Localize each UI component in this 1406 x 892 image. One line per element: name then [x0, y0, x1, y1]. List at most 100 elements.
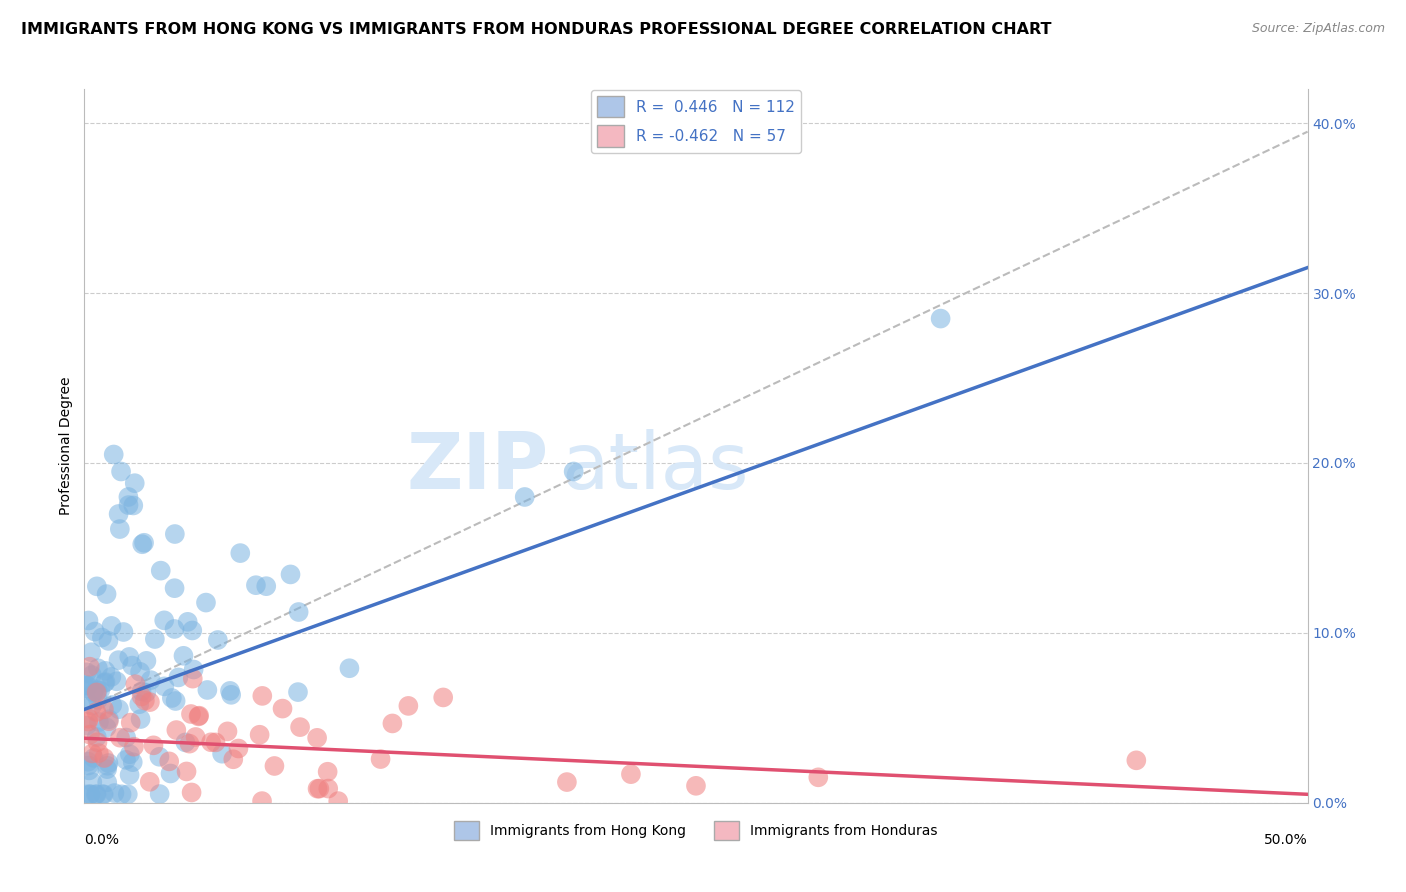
Point [149, 564, 172, 578]
Point [139, 695, 162, 709]
Point [288, 720, 311, 734]
Point [118, 768, 141, 782]
Point [124, 476, 146, 491]
Point [76, 694, 98, 708]
Point [122, 739, 145, 754]
Point [110, 465, 132, 479]
Text: atlas: atlas [561, 429, 749, 506]
Point [89, 683, 111, 698]
Point [807, 770, 830, 784]
Point [122, 499, 145, 513]
Point [118, 747, 141, 762]
Point [101, 698, 124, 712]
Legend: Immigrants from Hong Kong, Immigrants from Honduras: Immigrants from Hong Kong, Immigrants fr… [449, 815, 943, 846]
Point [105, 674, 128, 689]
Point [82, 775, 104, 789]
Point [316, 781, 339, 796]
Point [135, 654, 157, 668]
Point [77, 764, 100, 778]
Point [254, 579, 277, 593]
Point [157, 755, 180, 769]
Point [93, 676, 115, 690]
Point [77, 614, 100, 628]
Point [110, 787, 132, 801]
Point [307, 781, 329, 796]
Point [249, 728, 271, 742]
Point [76, 665, 98, 680]
Point [83, 624, 105, 639]
Point [135, 685, 157, 699]
Point [77, 714, 100, 729]
Point [83, 686, 105, 700]
Point [219, 684, 242, 698]
Point [118, 649, 141, 664]
Point [91, 787, 114, 801]
Point [252, 689, 274, 703]
Point [308, 781, 330, 796]
Point [82, 698, 104, 713]
Point [84, 787, 107, 801]
Point [163, 622, 186, 636]
Point [77, 712, 100, 726]
Point [149, 787, 172, 801]
Point [96, 762, 118, 776]
Point [124, 677, 146, 691]
Point [117, 787, 139, 801]
Point [86, 685, 108, 699]
Text: Source: ZipAtlas.com: Source: ZipAtlas.com [1251, 22, 1385, 36]
Point [79, 787, 101, 801]
Point [153, 613, 176, 627]
Point [97, 756, 120, 770]
Point [148, 749, 170, 764]
Text: 50.0%: 50.0% [1264, 833, 1308, 847]
Point [207, 632, 229, 647]
Point [263, 759, 285, 773]
Text: IMMIGRANTS FROM HONG KONG VS IMMIGRANTS FROM HONDURAS PROFESSIONAL DEGREE CORREL: IMMIGRANTS FROM HONG KONG VS IMMIGRANTS … [21, 22, 1052, 37]
Point [180, 785, 202, 799]
Point [129, 712, 152, 726]
Point [271, 701, 294, 715]
Point [87, 661, 110, 675]
Point [153, 679, 176, 693]
Point [121, 755, 143, 769]
Point [287, 605, 309, 619]
Point [181, 672, 204, 686]
Point [250, 794, 273, 808]
Point [184, 730, 207, 744]
Point [160, 691, 183, 706]
Point [76, 718, 98, 732]
Point [117, 498, 139, 512]
Point [620, 767, 643, 781]
Point [80, 668, 103, 682]
Point [87, 746, 110, 760]
Point [222, 752, 245, 766]
Point [80, 645, 103, 659]
Point [93, 787, 115, 801]
Point [100, 670, 122, 684]
Point [131, 684, 153, 698]
Point [94, 664, 117, 678]
Point [513, 490, 536, 504]
Point [79, 728, 101, 742]
Point [76, 679, 98, 693]
Point [432, 690, 454, 705]
Point [107, 507, 129, 521]
Point [100, 619, 122, 633]
Point [172, 648, 194, 663]
Point [929, 311, 952, 326]
Point [131, 537, 153, 551]
Point [187, 709, 209, 723]
Point [93, 702, 115, 716]
Point [79, 787, 101, 801]
Y-axis label: Professional Degree: Professional Degree [59, 376, 73, 516]
Point [228, 741, 250, 756]
Point [86, 735, 108, 749]
Point [77, 755, 100, 769]
Point [86, 787, 108, 801]
Point [96, 721, 118, 735]
Point [219, 688, 242, 702]
Point [93, 751, 115, 765]
Point [115, 753, 138, 767]
Point [142, 739, 165, 753]
Point [103, 448, 125, 462]
